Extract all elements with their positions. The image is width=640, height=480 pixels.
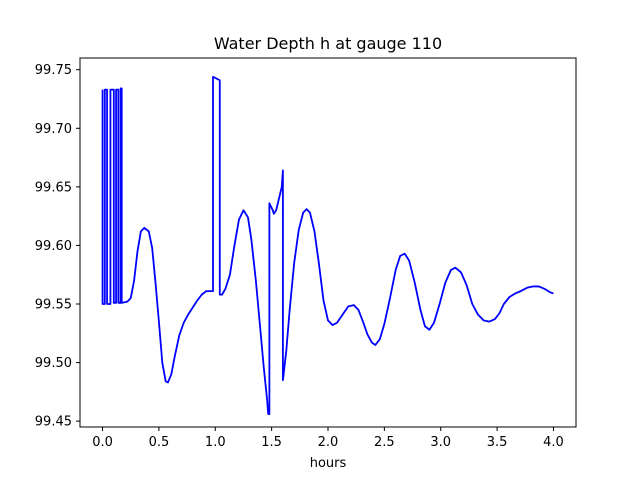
- x-tick-label: 1.5: [261, 435, 282, 450]
- x-tick-label: 2.0: [318, 435, 339, 450]
- x-tick-label: 0.0: [92, 435, 113, 450]
- x-axis-ticks: 0.0 0.5 1.0 1.5 2.0 2.5 3.0 3.5 4.0: [92, 427, 564, 450]
- chart-title: Water Depth h at gauge 110: [214, 34, 442, 53]
- series-line-0: [101, 75, 554, 416]
- y-tick-label: 99.65: [35, 180, 72, 195]
- y-tick-label: 99.70: [35, 122, 72, 137]
- y-axis-ticks: 99.45 99.50 99.55 99.60 99.65 99.70 99.75: [35, 63, 80, 430]
- x-tick-label: 2.5: [374, 435, 395, 450]
- y-tick-label: 99.50: [35, 356, 72, 371]
- x-tick-label: 3.5: [487, 435, 508, 450]
- y-tick-label: 99.55: [35, 298, 72, 313]
- x-tick-label: 0.5: [149, 435, 170, 450]
- x-tick-label: 3.0: [430, 435, 451, 450]
- x-axis-label: hours: [310, 456, 347, 471]
- y-tick-label: 99.60: [35, 239, 72, 254]
- x-tick-label: 1.0: [205, 435, 226, 450]
- x-tick-label: 4.0: [543, 435, 564, 450]
- plot-series: [101, 75, 554, 416]
- y-tick-label: 99.45: [35, 415, 72, 430]
- plot-frame: [79, 57, 577, 428]
- y-tick-label: 99.75: [35, 63, 72, 78]
